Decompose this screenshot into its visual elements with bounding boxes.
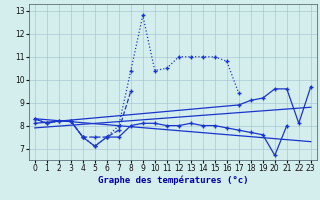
X-axis label: Graphe des températures (°c): Graphe des températures (°c) bbox=[98, 176, 248, 185]
